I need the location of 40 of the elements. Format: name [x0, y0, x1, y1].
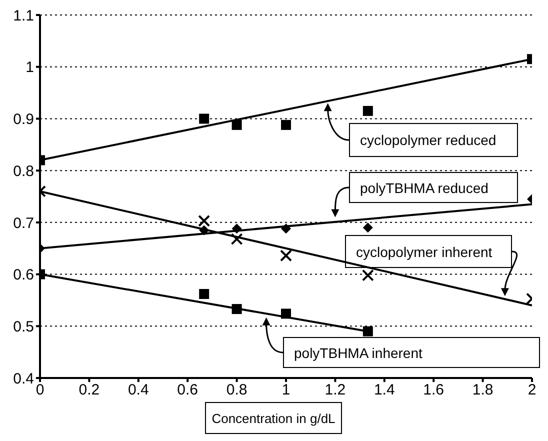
x-tick-label: 1.6: [423, 382, 444, 399]
y-tick-label: 0.9: [13, 111, 34, 128]
annotation: cyclopolymer inherent: [345, 235, 512, 268]
x-tick-label: 0.8: [226, 382, 248, 399]
y-tick-label: 0.6: [13, 266, 34, 284]
point: [362, 222, 373, 233]
x-tick-label: 0: [36, 382, 44, 399]
y-tick-label: 1.1: [13, 7, 34, 24]
point: [199, 225, 210, 236]
y-tick-label: 1: [26, 59, 34, 76]
point: [232, 304, 242, 314]
x-tick-label: 1.4: [374, 382, 395, 399]
y-tick-label: 0.8: [13, 162, 34, 180]
point: [232, 120, 242, 130]
annotation: cyclopolymer reduced: [349, 123, 518, 157]
point: [362, 269, 374, 282]
annotation: polyTBHMA reduced: [349, 172, 518, 203]
point: [281, 120, 291, 130]
y-tick-label: 0.7: [13, 214, 34, 232]
point: [281, 224, 291, 234]
x-tick-label: 1: [282, 382, 290, 399]
point: [198, 214, 210, 227]
point: [281, 308, 291, 319]
x-tick-label: 0.2: [78, 382, 100, 399]
y-tick-label: 0.4: [13, 370, 34, 388]
x-tick-label: 1.8: [472, 382, 494, 399]
point: [362, 326, 373, 336]
point: [362, 106, 373, 116]
point: [230, 233, 243, 246]
point: [232, 224, 242, 234]
x-tick-label: 2: [528, 382, 536, 399]
x-tick-label: 1.2: [324, 382, 346, 399]
annotation: polyTBHMA inherent: [283, 337, 540, 368]
x-tick-label: 0.4: [128, 382, 149, 399]
x-tick-label: 0.6: [177, 382, 198, 399]
x-axis-title: Concentration in g/dL: [205, 402, 342, 434]
point: [280, 250, 292, 262]
point: [199, 288, 210, 299]
point: [199, 114, 210, 124]
y-tick-label: 0.5: [13, 318, 34, 336]
